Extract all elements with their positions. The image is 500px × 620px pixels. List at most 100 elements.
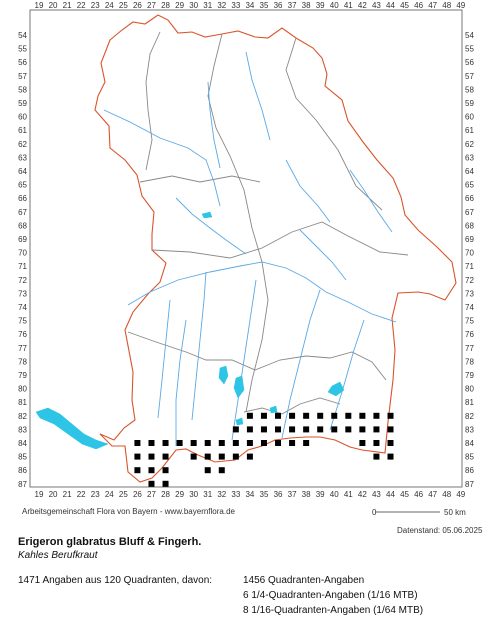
- occurrence-dot: [232, 440, 239, 446]
- row-label: 65: [18, 181, 27, 190]
- row-label: 61: [465, 126, 474, 135]
- row-label: 55: [465, 45, 474, 54]
- column-label: 25: [119, 1, 128, 10]
- row-label: 59: [18, 99, 27, 108]
- occurrence-dot: [275, 412, 282, 419]
- occurrence-dot: [148, 453, 155, 460]
- row-label: 62: [18, 140, 27, 149]
- occurrence-dot: [260, 426, 267, 433]
- column-label: 44: [386, 1, 395, 10]
- column-label: 23: [91, 1, 100, 10]
- column-label: 33: [231, 490, 240, 499]
- column-label: 29: [175, 490, 184, 499]
- stats-mtb64: 8 1/16-Quadranten-Angaben (1/64 MTB): [243, 605, 424, 616]
- column-label: 49: [456, 1, 465, 10]
- row-label: 78: [18, 357, 27, 366]
- lake-chiemsee: [327, 381, 345, 397]
- column-label: 28: [161, 1, 170, 10]
- row-label: 71: [465, 262, 474, 271]
- row-label: 87: [18, 480, 27, 489]
- occurrence-dot: [260, 412, 267, 419]
- column-label: 39: [316, 1, 325, 10]
- admin-boundaries: [127, 31, 409, 415]
- occurrence-dot: [331, 412, 338, 419]
- occurrence-dot: [134, 440, 141, 446]
- occurrence-dot: [331, 426, 338, 433]
- column-label: 37: [288, 490, 297, 499]
- column-label: 43: [372, 1, 381, 10]
- row-label: 66: [465, 194, 474, 203]
- row-label: 80: [18, 385, 27, 394]
- occurrence-dot: [246, 412, 253, 419]
- occurrence-dot: [232, 453, 239, 460]
- occurrence-dot: [134, 467, 141, 474]
- row-label: 59: [465, 99, 474, 108]
- row-label: 62: [465, 140, 474, 149]
- row-label: 63: [18, 153, 27, 162]
- occurrence-dot: [359, 412, 366, 419]
- species-common-name: Kahles Berufkraut: [18, 550, 98, 561]
- column-label: 44: [386, 490, 395, 499]
- row-label: 79: [18, 371, 27, 380]
- row-label: 83: [18, 425, 27, 434]
- occurrence-dot: [246, 453, 253, 460]
- column-label: 47: [428, 490, 437, 499]
- column-label: 36: [274, 1, 283, 10]
- occurrence-dot: [134, 453, 141, 460]
- column-label: 19: [35, 1, 44, 10]
- scale-bar: 0 50 km: [372, 508, 466, 517]
- lake-ammersee: [218, 365, 229, 385]
- occurrence-dot: [345, 412, 352, 419]
- row-label: 76: [18, 330, 27, 339]
- row-label: 72: [465, 276, 474, 285]
- row-label: 77: [465, 344, 474, 353]
- column-label: 45: [400, 490, 409, 499]
- column-label: 43: [372, 490, 381, 499]
- row-label: 70: [465, 249, 474, 258]
- column-label: 27: [147, 1, 156, 10]
- column-label: 30: [189, 1, 198, 10]
- column-label: 40: [330, 1, 339, 10]
- species-name: Erigeron glabratus Bluff & Fingerh.: [18, 536, 202, 548]
- credit-line: Arbeitsgemeinschaft Flora von Bayern - w…: [22, 507, 235, 516]
- occurrence-dot: [204, 467, 211, 474]
- column-label: 42: [358, 490, 367, 499]
- row-label: 57: [18, 72, 27, 81]
- lake-brombachsee: [201, 211, 213, 219]
- occurrence-dot: [373, 412, 380, 419]
- row-label: 78: [465, 357, 474, 366]
- column-label: 32: [217, 1, 226, 10]
- row-label: 64: [18, 167, 27, 176]
- row-ticks-left: 54 55 56 57 58 59 60 61 62 63 64 65 66 67 68 69 70 71 72 73…: [18, 31, 27, 489]
- column-label: 49: [456, 490, 465, 499]
- occurrence-dot: [232, 426, 239, 433]
- row-label: 81: [465, 398, 474, 407]
- occurrence-dot: [246, 440, 253, 446]
- column-label: 42: [358, 1, 367, 10]
- column-label: 35: [260, 1, 269, 10]
- column-label: 26: [133, 490, 142, 499]
- occurrence-dot: [275, 426, 282, 433]
- row-label: 69: [18, 235, 27, 244]
- column-label: 35: [260, 490, 269, 499]
- row-label: 55: [18, 45, 27, 54]
- row-label: 81: [18, 398, 27, 407]
- occurrence-dot: [289, 412, 296, 419]
- column-label: 48: [442, 490, 451, 499]
- stats-quadrant: 1456 Quadranten-Angaben: [243, 575, 365, 586]
- column-label: 46: [414, 1, 423, 10]
- row-label: 60: [465, 113, 474, 122]
- occurrence-dot: [373, 426, 380, 433]
- row-label: 60: [18, 113, 27, 122]
- column-label: 47: [428, 1, 437, 10]
- stats-mtb16: 6 1/4-Quadranten-Angaben (1/16 MTB): [243, 590, 418, 601]
- column-label: 19: [35, 490, 44, 499]
- column-label: 25: [119, 490, 128, 499]
- occurrence-dot: [162, 440, 169, 446]
- row-label: 86: [465, 466, 474, 475]
- row-label: 71: [18, 262, 27, 271]
- row-label: 58: [18, 85, 27, 94]
- row-label: 84: [465, 439, 474, 448]
- occurrence-dot: [373, 453, 380, 460]
- row-label: 87: [465, 480, 474, 489]
